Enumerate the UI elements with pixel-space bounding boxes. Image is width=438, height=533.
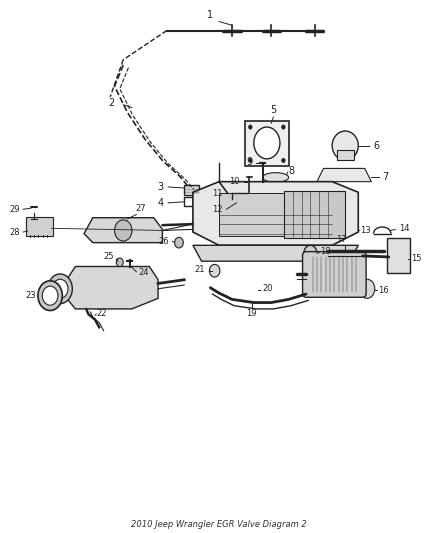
Circle shape (52, 279, 68, 298)
Text: 16: 16 (378, 286, 389, 295)
Ellipse shape (332, 131, 358, 160)
Circle shape (282, 125, 285, 129)
Text: 28: 28 (9, 228, 20, 237)
Polygon shape (193, 182, 358, 245)
Circle shape (359, 279, 375, 298)
Circle shape (304, 245, 317, 261)
Text: 22: 22 (96, 309, 107, 318)
Text: 27: 27 (135, 205, 146, 214)
Circle shape (254, 127, 280, 159)
Text: 24: 24 (138, 268, 149, 277)
Text: 15: 15 (411, 254, 422, 263)
Circle shape (249, 158, 252, 163)
Circle shape (115, 220, 132, 241)
Text: 26: 26 (158, 237, 169, 246)
Text: 1: 1 (207, 10, 213, 20)
Text: 10: 10 (230, 177, 240, 186)
FancyBboxPatch shape (336, 150, 354, 160)
Polygon shape (317, 168, 371, 182)
Text: 8: 8 (289, 166, 295, 176)
FancyBboxPatch shape (184, 185, 199, 195)
Circle shape (48, 274, 72, 304)
Circle shape (249, 125, 252, 129)
FancyBboxPatch shape (245, 120, 289, 166)
FancyBboxPatch shape (219, 193, 284, 236)
Text: 2: 2 (108, 98, 115, 108)
Text: 17: 17 (336, 235, 347, 244)
Text: 9: 9 (247, 157, 253, 166)
Text: 4: 4 (157, 198, 163, 208)
FancyBboxPatch shape (284, 191, 345, 238)
Text: 5: 5 (270, 106, 276, 115)
Text: 29: 29 (9, 205, 20, 214)
Circle shape (282, 158, 285, 163)
Circle shape (116, 258, 123, 266)
Text: 23: 23 (25, 291, 36, 300)
Text: 12: 12 (212, 205, 223, 214)
Text: 7: 7 (382, 172, 389, 182)
FancyBboxPatch shape (184, 197, 199, 206)
Text: 25: 25 (103, 253, 114, 262)
FancyBboxPatch shape (303, 252, 366, 297)
Polygon shape (193, 245, 358, 261)
FancyBboxPatch shape (388, 238, 410, 273)
Text: 14: 14 (399, 224, 409, 233)
Text: 21: 21 (194, 265, 205, 273)
Text: 2010 Jeep Wrangler EGR Valve Diagram 2: 2010 Jeep Wrangler EGR Valve Diagram 2 (131, 520, 307, 529)
Text: 20: 20 (262, 284, 273, 293)
Circle shape (42, 286, 58, 305)
Text: 19: 19 (247, 309, 257, 318)
Circle shape (209, 264, 220, 277)
Circle shape (175, 237, 184, 248)
Text: 13: 13 (360, 226, 371, 235)
Ellipse shape (262, 173, 289, 182)
FancyBboxPatch shape (26, 217, 53, 236)
Polygon shape (84, 217, 162, 243)
Text: 11: 11 (212, 189, 223, 198)
Text: 6: 6 (374, 141, 380, 151)
Text: 18: 18 (320, 247, 331, 256)
Text: 3: 3 (157, 182, 163, 192)
Polygon shape (67, 266, 158, 309)
Circle shape (38, 281, 62, 311)
